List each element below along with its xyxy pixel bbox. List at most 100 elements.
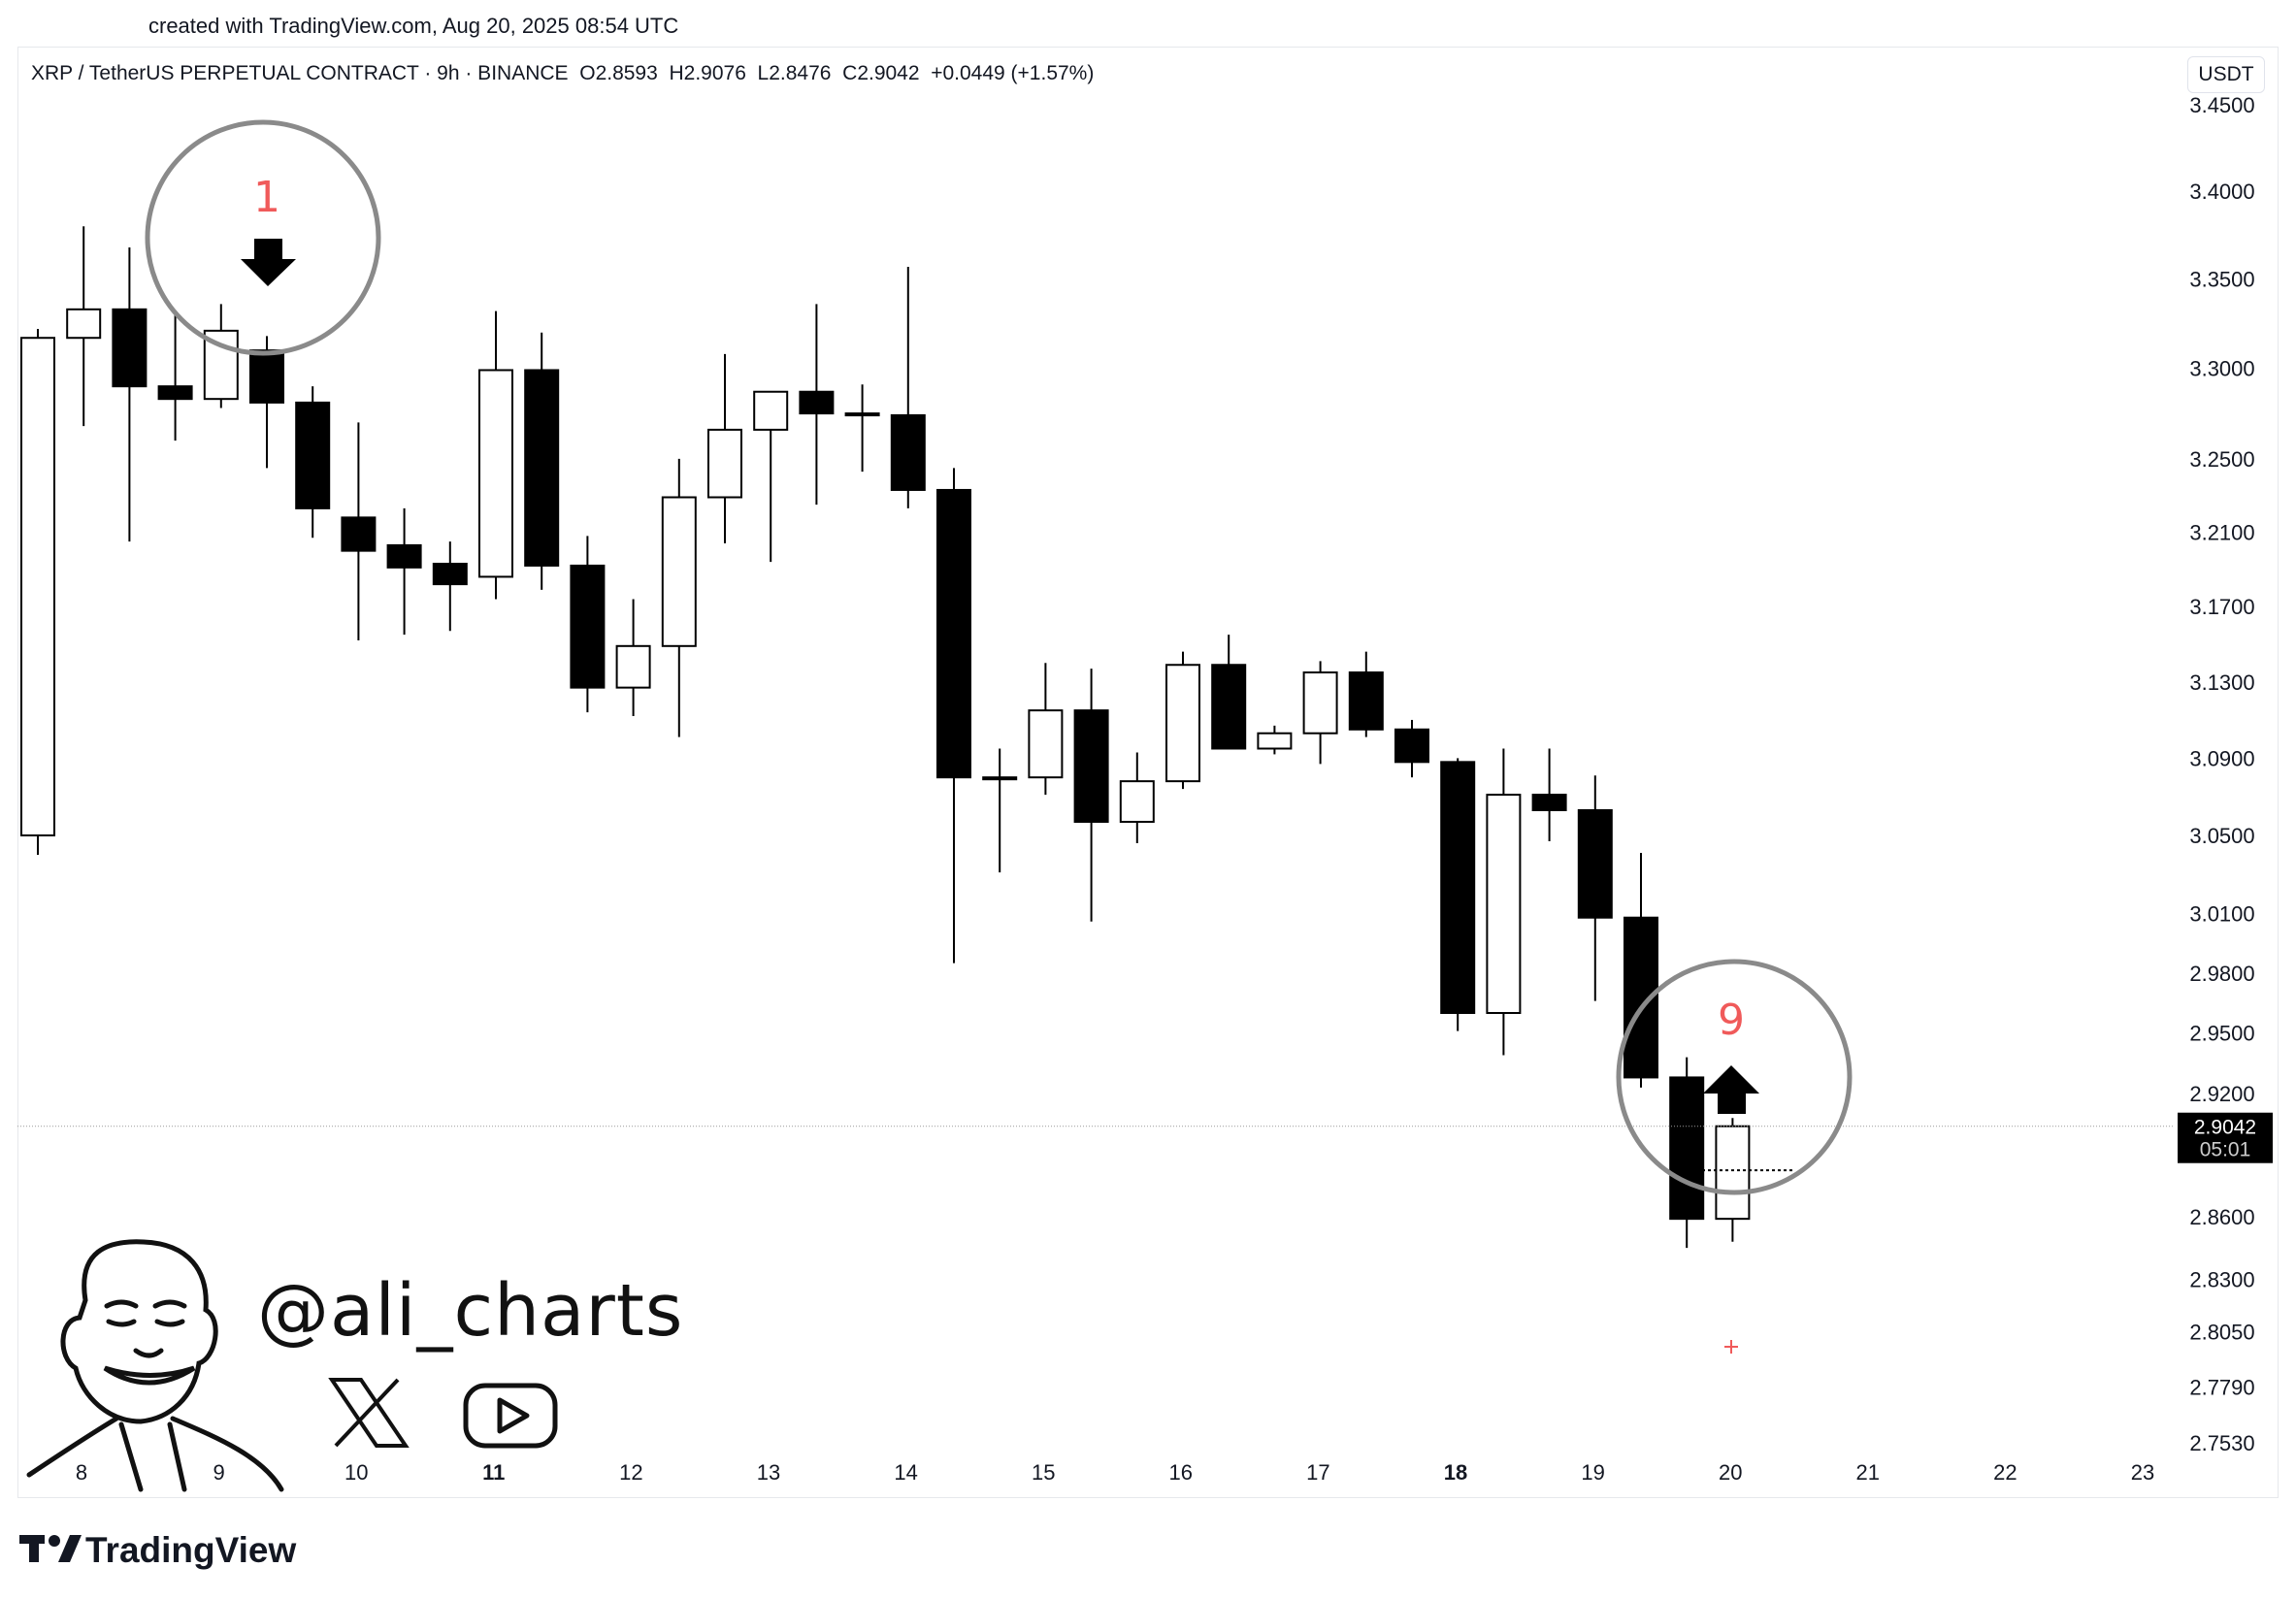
time-axis: 8 9 10 11 12 13 14 15 16 17 18 19 20 21 22 23	[76, 1460, 2154, 1485]
candle-body-down	[1394, 728, 1429, 764]
candle[interactable]	[1348, 651, 1384, 737]
crosshair-marker	[1724, 1340, 1738, 1354]
annotation-circle-top: 1	[145, 119, 381, 356]
candle[interactable]	[1394, 719, 1429, 778]
candle[interactable]	[1486, 748, 1522, 1056]
candle-body-up	[1715, 1125, 1751, 1221]
tradingview-brand[interactable]: TradingView	[85, 1530, 297, 1570]
time-tick-label: 11	[482, 1460, 505, 1485]
candle[interactable]	[570, 536, 606, 713]
price-tick-label: 2.8600	[2189, 1205, 2254, 1229]
chart-frame[interactable]	[17, 47, 2279, 1498]
price-tick-label: 2.9800	[2189, 962, 2254, 986]
high-label: H	[669, 62, 684, 84]
candle-body-up	[844, 412, 880, 417]
symbol-name[interactable]: XRP / TetherUS PERPETUAL CONTRACT · 9h ·…	[31, 62, 569, 84]
candle[interactable]	[295, 386, 331, 539]
candle[interactable]	[707, 353, 742, 544]
candle[interactable]	[615, 599, 651, 717]
candle-body-down	[1073, 709, 1109, 823]
tradingview-logo-icon[interactable]	[19, 1535, 82, 1562]
price-tick-label: 3.1700	[2189, 595, 2254, 619]
candle-body-up	[982, 776, 1018, 781]
candle[interactable]	[249, 336, 284, 469]
high-value: 2.9076	[683, 62, 746, 84]
time-tick-label: 20	[1719, 1460, 1742, 1485]
candle-body-down	[386, 543, 422, 569]
candle[interactable]	[341, 422, 377, 640]
candle-body-up	[20, 337, 55, 836]
candle[interactable]	[524, 332, 560, 590]
candle[interactable]	[982, 748, 1018, 873]
time-tick-label: 18	[1444, 1460, 1467, 1485]
candle[interactable]	[1440, 758, 1476, 1031]
open-value: 2.8593	[595, 62, 658, 84]
price-tick-label: 3.4000	[2189, 180, 2254, 204]
candle[interactable]	[478, 310, 513, 600]
candle-body-down	[341, 516, 377, 552]
candle[interactable]	[1028, 663, 1064, 796]
candle[interactable]	[157, 314, 193, 441]
candle-body-down	[432, 563, 468, 586]
price-tick-label: 3.2100	[2189, 521, 2254, 545]
candle-body-down	[1211, 664, 1247, 750]
symbol-legend[interactable]: XRP / TetherUS PERPETUAL CONTRACT · 9h ·…	[31, 62, 1094, 85]
price-tick-label: 3.2500	[2189, 447, 2254, 472]
time-tick-label: 14	[894, 1460, 917, 1485]
candle[interactable]	[1211, 635, 1247, 750]
candle-body-up	[753, 390, 789, 431]
annotation-number-top: 1	[253, 173, 280, 222]
candle[interactable]	[844, 384, 880, 473]
candle-body-up	[707, 428, 742, 499]
candle[interactable]	[386, 507, 422, 636]
candle-body-up	[66, 308, 102, 340]
candle[interactable]	[20, 329, 55, 856]
candle[interactable]	[1669, 1057, 1705, 1249]
candle[interactable]	[799, 304, 835, 506]
x-logo-icon[interactable]	[328, 1378, 410, 1448]
close-value: 2.9042	[857, 62, 920, 84]
candle-body-up	[1257, 732, 1293, 750]
candle[interactable]	[661, 458, 697, 737]
candle-body-down	[1577, 809, 1613, 919]
candle[interactable]	[1119, 752, 1155, 844]
candle[interactable]	[936, 468, 971, 963]
candle-body-down	[249, 349, 284, 404]
low-value: 2.8476	[769, 62, 832, 84]
candle-body-up	[615, 644, 651, 689]
candle-body-down	[157, 385, 193, 401]
arrow-up-icon	[1703, 1065, 1759, 1114]
candle[interactable]	[753, 390, 789, 563]
candle[interactable]	[1531, 748, 1567, 842]
currency-selector-button[interactable]: USDT	[2187, 56, 2265, 93]
candles-layer	[20, 226, 1751, 1249]
candle-body-up	[1119, 780, 1155, 823]
watermark-handle: @ali_charts	[257, 1269, 684, 1353]
price-tick-label: 2.8050	[2189, 1321, 2254, 1345]
candle[interactable]	[432, 541, 468, 632]
annotation-number-bottom: 9	[1718, 996, 1745, 1045]
candle[interactable]	[112, 246, 148, 542]
youtube-icon[interactable]	[463, 1383, 558, 1449]
candle[interactable]	[1624, 853, 1658, 1088]
candle-body-down	[936, 488, 971, 779]
candle[interactable]	[1302, 661, 1338, 765]
price-tick-label: 2.7790	[2189, 1376, 2254, 1400]
candle[interactable]	[203, 304, 239, 408]
candle-body-down	[890, 413, 926, 491]
candle[interactable]	[890, 266, 926, 508]
price-tick-label: 3.1300	[2189, 670, 2254, 695]
candle[interactable]	[1577, 775, 1613, 1001]
candle[interactable]	[1165, 651, 1200, 790]
time-tick-label: 23	[2131, 1460, 2154, 1485]
candle-body-down	[1669, 1076, 1705, 1221]
time-tick-label: 17	[1306, 1460, 1329, 1485]
candle[interactable]	[66, 226, 102, 427]
time-tick-label: 15	[1032, 1460, 1055, 1485]
candle[interactable]	[1257, 725, 1293, 755]
candle[interactable]	[1073, 669, 1109, 922]
candle[interactable]	[1715, 1118, 1751, 1242]
candle-body-down	[524, 369, 560, 567]
time-tick-label: 12	[619, 1460, 642, 1485]
